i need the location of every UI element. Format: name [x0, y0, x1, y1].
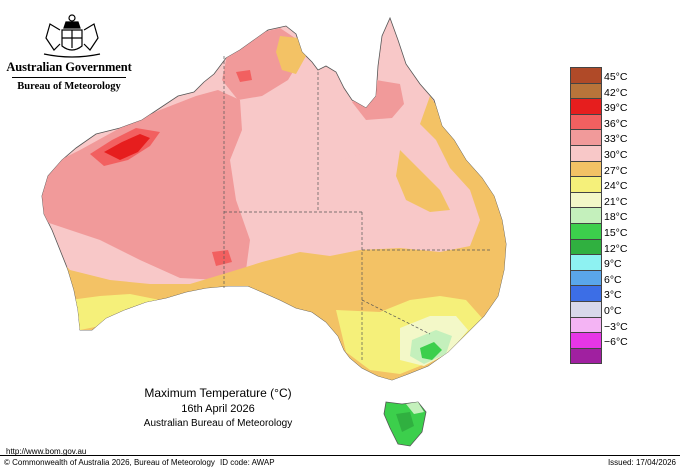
legend-label: 27°C	[604, 164, 628, 177]
legend-label: 30°C	[604, 148, 628, 161]
copyright: © Commonwealth of Australia 2026, Bureau…	[4, 458, 215, 467]
region-36c-kimberley	[236, 70, 252, 82]
legend-swatch	[570, 207, 602, 223]
region-36c-desert	[212, 250, 232, 266]
legend-swatch	[570, 238, 602, 255]
tasmania-highlands	[396, 412, 414, 432]
region-30c-east	[340, 152, 392, 190]
legend-label: 42°C	[604, 86, 628, 99]
legend-label: 15°C	[604, 226, 628, 239]
region-33c-west	[42, 90, 250, 280]
legend-swatch	[570, 191, 602, 208]
legend-label: 18°C	[604, 211, 628, 224]
legend-label: 3°C	[604, 289, 622, 302]
region-15c-alps	[420, 342, 442, 360]
legend-swatch-bottom	[570, 347, 602, 365]
legend-swatch	[570, 332, 602, 348]
legend-label: 6°C	[604, 273, 622, 286]
agency-name: Bureau of Meteorology	[17, 81, 121, 92]
legend-swatch	[570, 113, 602, 130]
temperature-legend	[570, 67, 602, 365]
map-caption: Maximum Temperature (°C) 16th April 2026…	[128, 386, 308, 429]
coat-of-arms-icon	[43, 14, 101, 58]
map-title: Maximum Temperature (°C)	[144, 386, 292, 400]
id-code: ID code: AWAP	[220, 458, 275, 467]
footer-divider	[0, 455, 680, 456]
legend-swatch	[570, 160, 602, 177]
legend-label: 9°C	[604, 258, 622, 271]
legend-label: 36°C	[604, 117, 628, 130]
region-27c-topend	[276, 36, 306, 74]
branding-divider	[12, 77, 126, 78]
legend-swatch	[570, 82, 602, 99]
government-name: Australian Government	[6, 60, 132, 74]
legend-label: 39°C	[604, 102, 628, 115]
legend-swatch	[570, 285, 602, 301]
region-39c-pilbara-core	[104, 134, 150, 160]
temperature-legend-labels: 45°C 42°C 39°C 36°C 33°C 30°C 27°C 24°C 21°C 18°C…	[604, 70, 654, 351]
legend-swatch	[570, 222, 602, 239]
legend-label: −6°C	[604, 336, 628, 349]
legend-swatch	[570, 254, 602, 270]
legend-label: 0°C	[604, 304, 622, 317]
region-27c-northeast	[396, 150, 450, 212]
legend-label: 45°C	[604, 71, 628, 83]
legend-label: 12°C	[604, 242, 628, 255]
region-33c-cape	[352, 80, 404, 120]
legend-swatch	[570, 98, 602, 114]
map-date: 16th April 2026	[181, 403, 255, 415]
government-branding: Australian Government Bureau of Meteorol…	[6, 60, 132, 92]
legend-swatch	[570, 316, 602, 333]
website-url: http://www.bom.gov.au	[6, 447, 87, 456]
legend-label: 21°C	[604, 195, 628, 208]
legend-swatch	[570, 129, 602, 145]
legend-swatch	[570, 300, 602, 317]
legend-label: 24°C	[604, 180, 628, 193]
region-30c-interior	[236, 168, 300, 198]
footer: © Commonwealth of Australia 2026, Bureau…	[0, 455, 680, 467]
legend-swatch	[570, 144, 602, 161]
legend-label: 33°C	[604, 133, 628, 146]
legend-swatch	[570, 67, 602, 83]
issued-date: Issued: 17/04/2026	[607, 458, 676, 467]
tasmania-coast	[406, 402, 424, 414]
map-credit: Australian Bureau of Meteorology	[143, 418, 293, 429]
state-borders	[223, 56, 490, 360]
legend-swatch	[570, 269, 602, 286]
region-24c-southwest	[70, 294, 160, 330]
legend-label: −3°C	[604, 320, 628, 333]
legend-swatch	[570, 176, 602, 192]
